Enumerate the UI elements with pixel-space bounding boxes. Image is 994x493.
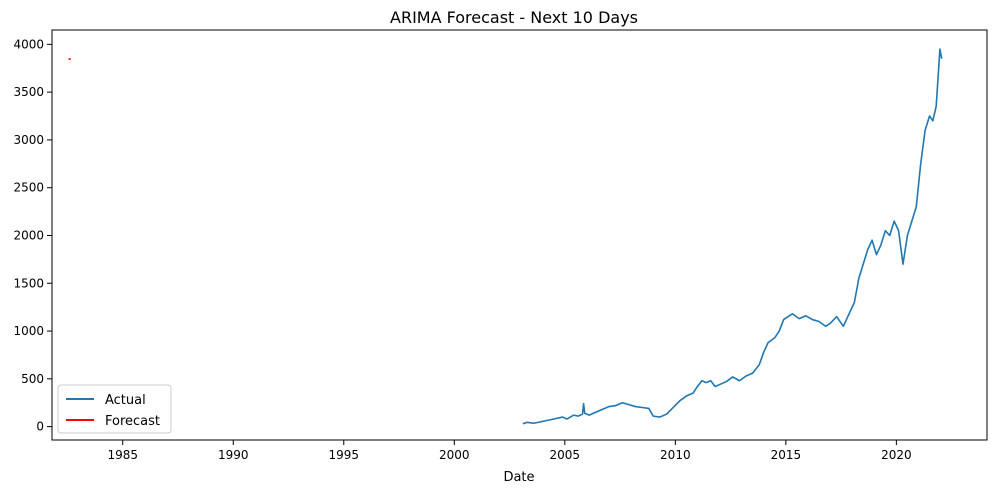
legend-forecast-label: Forecast <box>105 414 160 429</box>
y-tick-label: 3000 <box>13 133 44 147</box>
legend-actual-label: Actual <box>105 393 146 408</box>
y-tick-label: 3500 <box>13 85 44 99</box>
y-tick-label: 2500 <box>13 181 44 195</box>
y-axis: 0 500 1000 1500 2000 2500 3000 3500 4000 <box>13 37 52 434</box>
x-tick-label: 2015 <box>771 448 802 462</box>
y-tick-label: 1500 <box>13 276 44 290</box>
x-axis: 1985 1990 1995 2000 2005 2010 2015 2020 <box>107 440 912 462</box>
x-tick-label: 2005 <box>550 448 581 462</box>
y-tick-label: 4000 <box>13 37 44 51</box>
x-tick-label: 1995 <box>328 448 359 462</box>
x-axis-label: Date <box>503 470 534 485</box>
y-tick-label: 2000 <box>13 228 44 242</box>
plot-area <box>51 29 988 441</box>
chart-title: ARIMA Forecast - Next 10 Days <box>390 8 638 27</box>
x-tick-label: 1985 <box>107 448 138 462</box>
series-layer <box>68 48 943 425</box>
y-tick-label: 0 <box>36 420 44 434</box>
y-tick-label: 1000 <box>13 324 44 338</box>
x-tick-label: 1990 <box>218 448 249 462</box>
x-tick-label: 2020 <box>881 448 912 462</box>
x-tick-label: 2010 <box>660 448 691 462</box>
legend: Actual Forecast <box>57 384 172 434</box>
y-tick-label: 500 <box>21 372 44 386</box>
series-actual-line <box>522 48 943 425</box>
x-tick-label: 2000 <box>439 448 470 462</box>
